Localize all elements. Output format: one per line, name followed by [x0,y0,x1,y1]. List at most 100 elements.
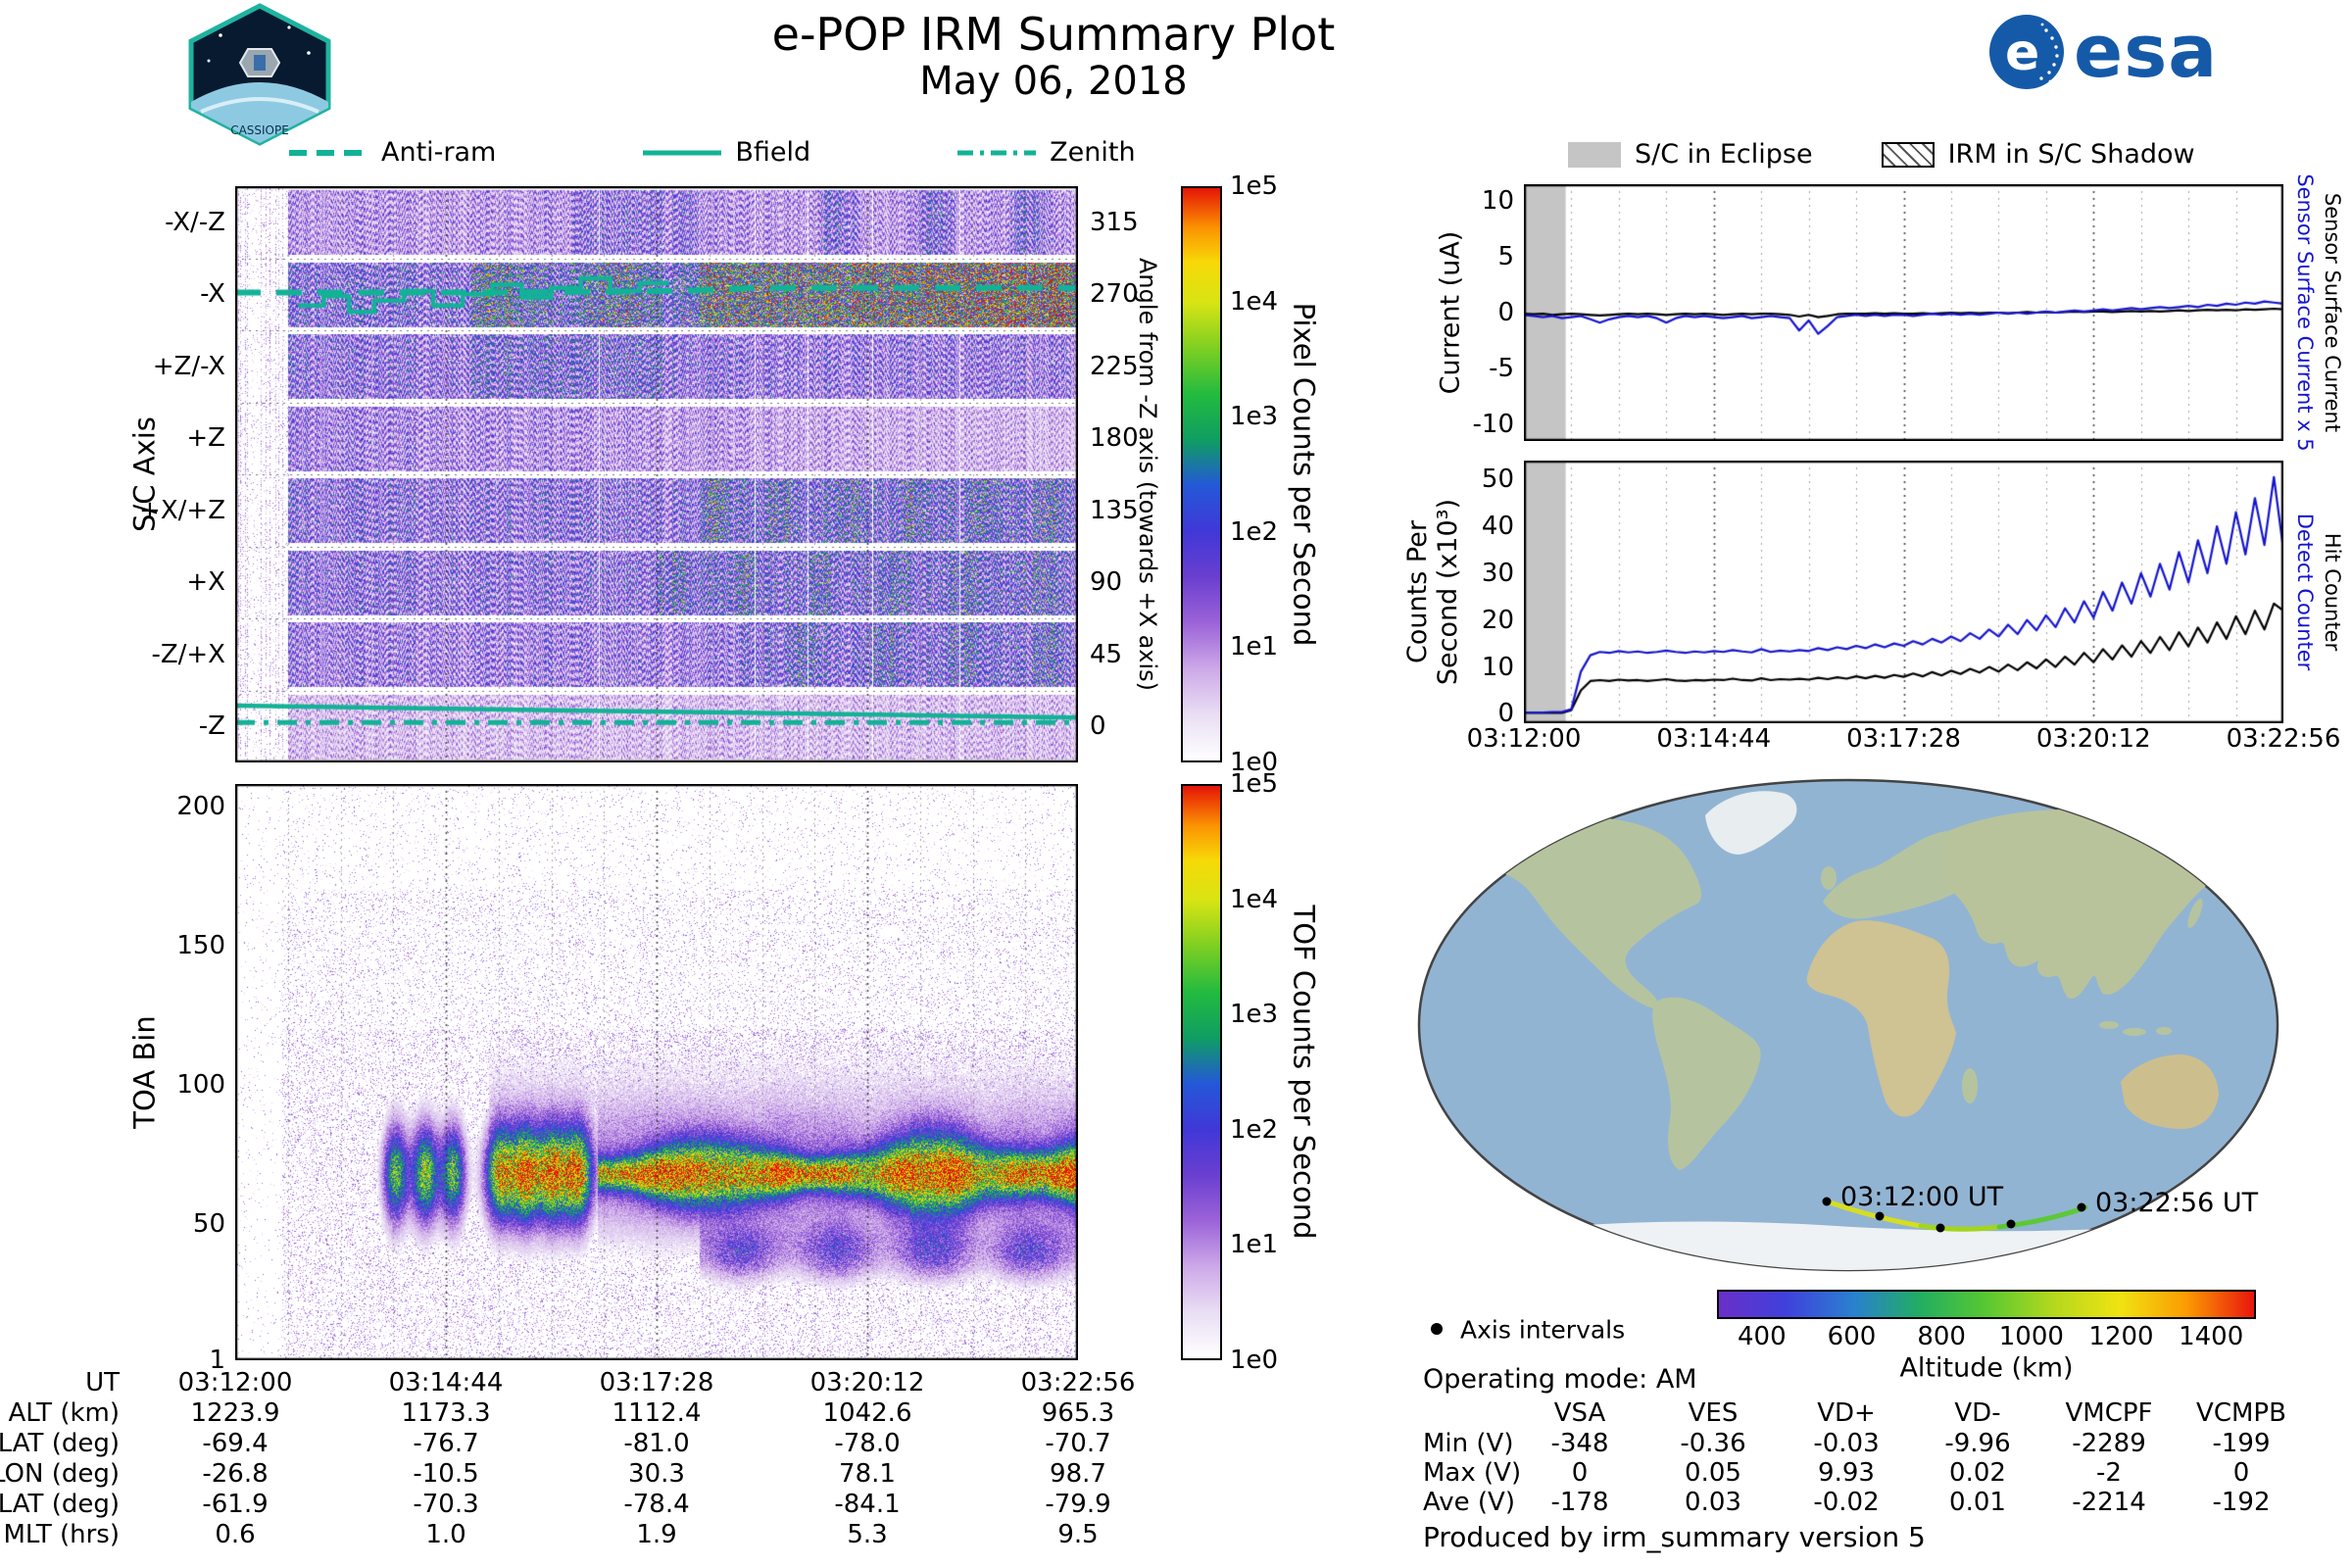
left-table-cell-5-3: 5.3 [847,1520,888,1549]
voltage-cell-2-5: -192 [2212,1488,2271,1517]
left-table-cell-3-1: -10.5 [413,1459,479,1489]
voltage-cell-1-0: 0 [1571,1458,1589,1488]
pixel-cbar-tick-0: 1e5 [1230,172,1279,201]
voltage-cell-0-1: -0.36 [1680,1429,1746,1458]
legend-label-anti-ram: Anti-ram [381,137,497,168]
right-xtick-3: 03:20:12 [2035,724,2151,754]
voltage-cell-2-1: 0.03 [1685,1488,1741,1517]
right-xtick-2: 03:17:28 [1846,724,1961,754]
esa-logo: e esa [1987,10,2218,94]
page-date: May 06, 2018 [919,59,1188,104]
anti-ram-line-icon [289,149,368,156]
tof-cbar-tick-4: 1e1 [1230,1230,1279,1260]
left-table-cell-0-4: 03:22:56 [1020,1368,1136,1397]
voltage-cell-0-5: -199 [2212,1429,2271,1458]
map-greenland [1705,791,1797,855]
angle-tick-2: 225 [1090,351,1139,381]
left-table-cell-1-3: 1042.6 [822,1398,912,1428]
counts-plot [1524,461,2283,723]
axis-interval-dot [1431,1323,1443,1335]
left-table-cell-2-1: -76.7 [413,1429,479,1458]
voltage-cell-0-4: -2289 [2072,1429,2146,1458]
left-table-cell-5-4: 9.5 [1057,1520,1099,1549]
voltage-col-1: VES [1688,1398,1739,1428]
toa-ytick-3: 50 [192,1208,225,1239]
pixel-cbar-tick-4: 1e1 [1230,632,1279,662]
pixel-cbar-tick-1: 1e4 [1230,286,1279,317]
left-table-cell-2-4: -70.7 [1045,1429,1111,1458]
angle-tick-0: 315 [1090,207,1139,237]
map-indonesia-2 [2123,1028,2146,1036]
page-title: e-POP IRM Summary Plot [771,8,1336,61]
left-table-row-label-3: LON (deg) [0,1459,120,1489]
left-table-cell-1-4: 965.3 [1041,1398,1115,1428]
spectro1-ytick-4: +X/+Z [139,495,225,525]
angle-tick-1: 270 [1090,279,1139,310]
altitude-colorbar [1717,1290,2256,1319]
left-table-cell-4-1: -70.3 [413,1490,479,1519]
current-ytick-2: 0 [1497,298,1514,327]
pixel-colorbar [1181,186,1222,762]
left-table-row-label-1: ALT (km) [8,1398,120,1428]
left-table-cell-1-1: 1173.3 [401,1398,491,1428]
left-table-cell-5-1: 1.0 [425,1520,466,1549]
toa-ytick-1: 150 [176,930,225,960]
left-table-cell-2-2: -81.0 [623,1429,690,1458]
patch-earth [191,82,328,143]
left-table-cell-0-0: 03:12:00 [177,1368,293,1397]
right-xtick-4: 03:22:56 [2226,724,2341,754]
voltage-col-2: VD+ [1817,1398,1876,1428]
alt-tick-2: 800 [1917,1322,1966,1351]
tof-cbar-tick-5: 1e0 [1230,1346,1279,1375]
left-table-cell-2-0: -69.4 [202,1429,269,1458]
voltage-cell-1-2: 9.93 [1818,1458,1875,1488]
voltage-cell-1-1: 0.05 [1685,1458,1741,1488]
tof-cbar-tick-2: 1e3 [1230,1000,1279,1030]
world-map [1417,778,2279,1272]
angle-tick-7: 0 [1090,711,1106,742]
spectro1-ytick-5: +X [186,567,225,598]
map-britain [1821,866,1837,890]
right-xtick-0: 03:12:00 [1466,724,1582,754]
esa-wordmark: esa [2074,10,2219,94]
left-table-cell-4-2: -78.4 [623,1490,690,1519]
legend-label-bfield: Bfield [735,137,811,168]
esa-globe-icon: e [1989,15,2064,89]
left-table-cell-3-3: 78.1 [839,1459,896,1489]
legend-label-eclipse: S/C in Eclipse [1635,139,1813,170]
left-table-cell-0-3: 03:20:12 [809,1368,925,1397]
map-madagascar [1962,1068,1978,1103]
legend-label-zenith: Zenith [1050,137,1136,168]
left-table-cell-5-2: 1.9 [636,1520,677,1549]
patch-satellite-icon [238,48,281,77]
spectro-legend: Anti-ram Bfield Zenith [289,137,1136,168]
left-table-cell-3-2: 30.3 [628,1459,685,1489]
cassiope-patch: CASSIOPE [188,3,331,146]
voltage-col-0: VSA [1553,1398,1606,1428]
voltage-cell-2-2: -0.02 [1813,1488,1880,1517]
legend-item-shadow: IRM in S/C Shadow [1881,139,2195,170]
spectro1-ytick-2: +Z/-X [152,351,225,381]
counts-ytick-3: 20 [1481,605,1514,635]
spectro1-ytick-7: -Z [198,711,225,742]
map-south-america [1652,997,1761,1170]
voltage-row-label-1: Max (V) [1423,1458,1522,1488]
footer-text: Produced by irm_summary version 5 [1423,1521,1926,1553]
left-table-row-label-2: LAT (deg) [0,1429,120,1458]
patch-earth-swirl [200,97,319,114]
counts-ytick-1: 40 [1481,512,1514,541]
legend-item-zenith: Zenith [957,137,1136,168]
tof-cbar-tick-3: 1e2 [1230,1114,1279,1145]
toa-ytick-0: 200 [176,791,225,821]
voltage-cell-1-4: -2 [2096,1458,2122,1488]
orbit-track-dots [1822,1197,2086,1233]
toa-ytick-4: 1 [209,1346,225,1375]
left-table-cell-1-0: 1223.9 [190,1398,280,1428]
altitude-bar-label: Altitude (km) [1899,1352,2074,1384]
voltage-cell-0-2: -0.03 [1813,1429,1880,1458]
voltage-cell-1-3: 0.02 [1949,1458,2006,1488]
shadow-swatch [1881,141,1935,168]
alt-tick-0: 400 [1738,1322,1787,1351]
axis-intervals-label: Axis intervals [1460,1315,1626,1345]
